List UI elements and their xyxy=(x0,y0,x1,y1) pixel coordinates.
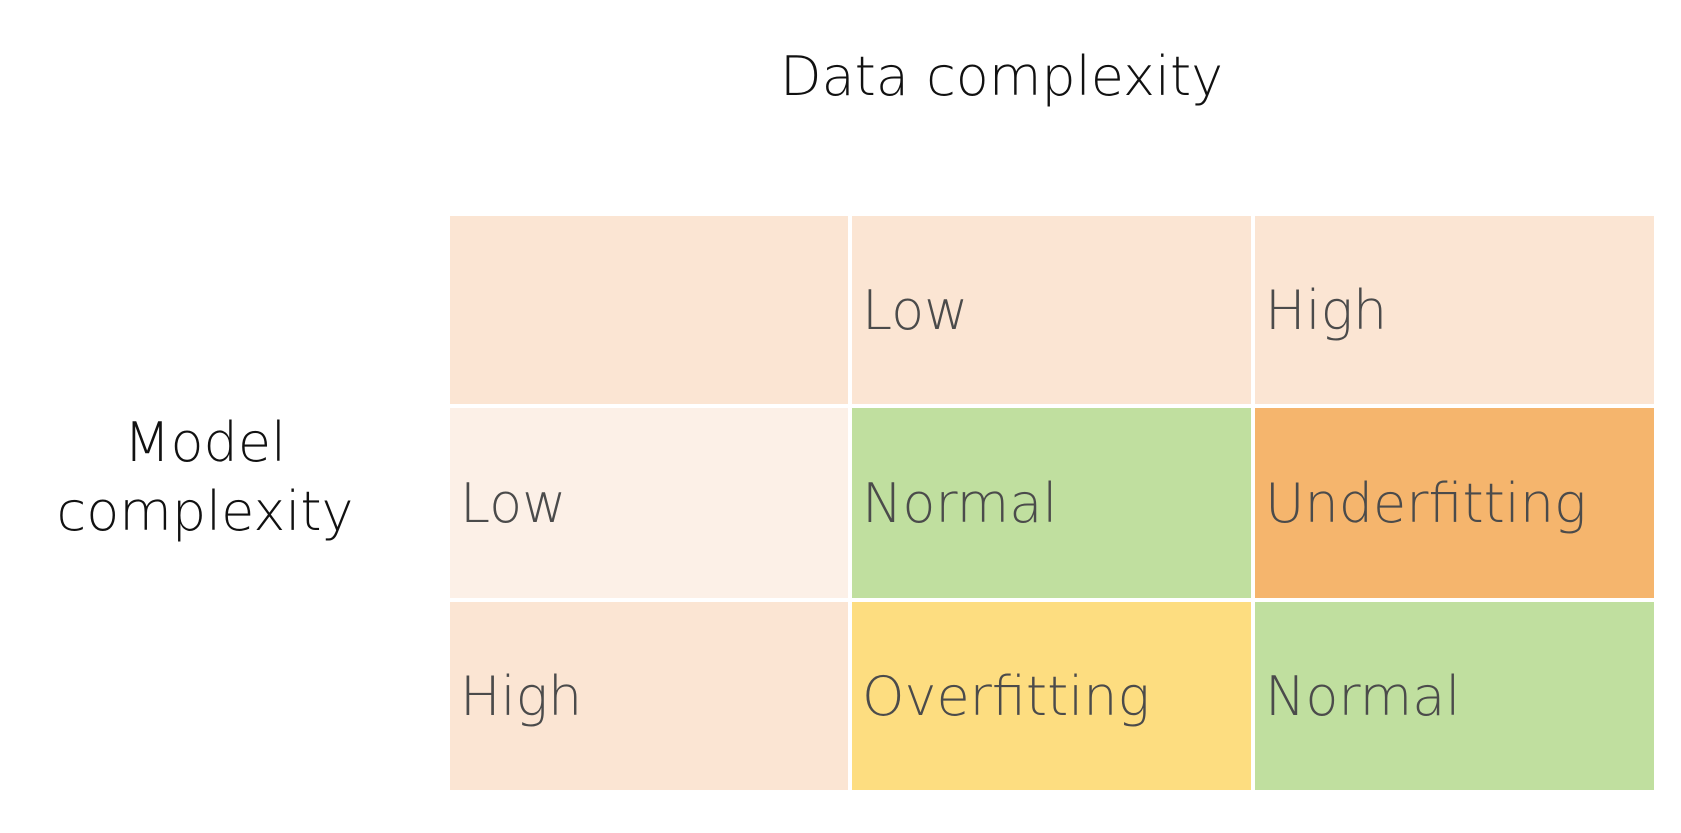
cell-model-high-data-high: Normal xyxy=(1255,602,1654,790)
cell-model-high-data-low: Overfitting xyxy=(852,602,1251,790)
model-complexity-title-line2: complexity xyxy=(56,480,354,544)
model-complexity-title-line1: Model xyxy=(123,411,287,474)
cell-model-low-data-high: Underfitting xyxy=(1255,408,1654,598)
header-data-low: Low xyxy=(852,216,1251,404)
corner-cell xyxy=(450,216,848,404)
data-complexity-title: Data complexity xyxy=(780,45,1224,108)
header-data-high: High xyxy=(1255,216,1654,404)
row-label-model-high: High xyxy=(450,602,848,790)
row-label-model-low: Low xyxy=(450,408,848,598)
complexity-matrix: Low High Low Normal Underfitting High Ov… xyxy=(450,216,1654,790)
model-complexity-title: Model complexity xyxy=(30,408,380,546)
cell-model-low-data-low: Normal xyxy=(852,408,1251,598)
